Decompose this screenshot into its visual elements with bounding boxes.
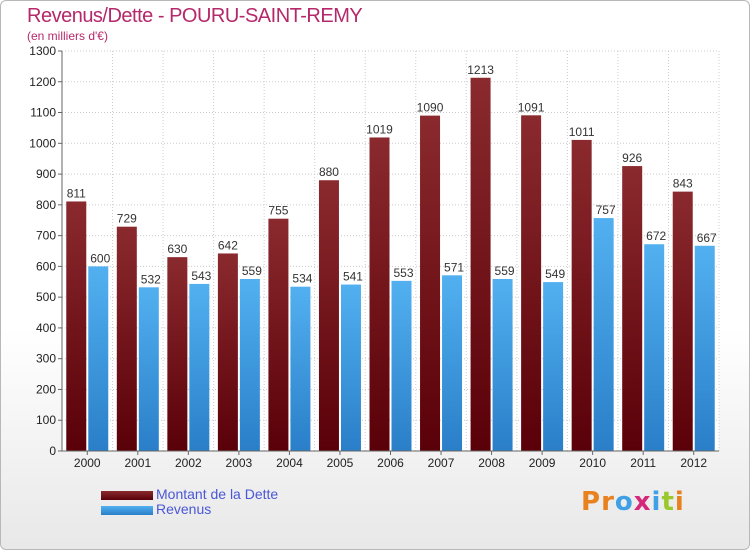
x-tick-label-2000: 2000 [74,456,101,470]
bar-revenus-2009 [543,282,564,451]
logo-letter: i [674,487,685,517]
data-label-revenus-2000: 600 [90,251,110,265]
bar-revenus-2003 [239,279,260,451]
legend-label-dette: Montant de la Dette [156,486,279,502]
data-label-dette-2009: 1091 [518,100,545,114]
x-tick-label-2005: 2005 [327,456,354,470]
y-tick-label: 100 [36,413,56,427]
y-tick-label: 400 [36,321,56,335]
x-tick-label-2012: 2012 [680,456,707,470]
logo-letter: r [601,487,615,517]
data-label-dette-2003: 642 [218,238,238,252]
data-label-revenus-2006: 553 [393,266,413,280]
data-label-dette-2000: 811 [67,186,86,200]
x-tick-label-2004: 2004 [276,456,303,470]
data-label-revenus-2010: 757 [596,203,616,217]
bar-revenus-2006 [391,280,412,451]
bar-dette-2009 [521,115,542,452]
chart-title: Revenus/Dette - POURU-SAINT-REMY [27,5,363,27]
bar-dette-2007 [420,115,441,451]
y-tick-label: 1200 [29,75,56,89]
data-label-revenus-2004: 534 [292,272,312,286]
data-label-dette-2010: 1011 [569,125,595,139]
bar-revenus-2000 [88,266,109,451]
data-label-revenus-2007: 571 [444,260,464,274]
y-tick-label: 1300 [29,44,56,58]
logo-letter: t [661,487,675,517]
bar-revenus-2002 [189,283,210,451]
bar-dette-2003 [217,253,238,451]
legend-swatch-dette [101,491,153,500]
bar-revenus-2005 [340,284,361,451]
data-label-dette-2012: 843 [673,177,693,191]
bar-dette-2012 [672,191,693,451]
bar-revenus-2004 [290,286,311,451]
legend-label-revenus: Revenus [156,501,212,517]
proxiti-logo: Proxiti [581,487,685,517]
legend-swatch-revenus [101,506,153,515]
bar-dette-2006 [369,137,390,451]
bar-revenus-2001 [138,287,159,451]
logo-letter: i [651,487,662,517]
logo-letter: x [633,487,652,517]
data-label-dette-2007: 1090 [417,101,444,115]
y-tick-label: 1000 [29,136,56,150]
bar-dette-2004 [268,218,289,451]
x-tick-label-2009: 2009 [529,456,556,470]
x-tick-label-2011: 2011 [630,456,656,470]
x-tick-label-2001: 2001 [124,456,151,470]
y-tick-label: 200 [36,382,56,396]
data-label-revenus-2002: 543 [191,269,211,283]
data-label-revenus-2005: 541 [343,270,363,284]
data-label-revenus-2012: 667 [697,231,717,245]
y-tick-label: 700 [36,229,56,243]
plot-area [62,51,719,451]
data-label-dette-2004: 755 [268,204,288,218]
data-label-revenus-2001: 532 [141,272,161,286]
x-tick-label-2002: 2002 [175,456,202,470]
bar-revenus-2008 [492,279,513,451]
data-label-dette-2001: 729 [117,212,137,226]
y-tick-label: 0 [49,444,56,458]
bar-dette-2005 [318,180,339,451]
bar-dette-2011 [622,166,643,452]
data-label-dette-2005: 880 [319,165,339,179]
y-tick-label: 300 [36,352,56,366]
x-tick-label-2003: 2003 [226,456,253,470]
x-tick-label-2006: 2006 [377,456,404,470]
bar-dette-2001 [116,226,137,451]
x-tick-label-2010: 2010 [579,456,606,470]
data-label-dette-2008: 1213 [467,63,494,77]
x-tick-label-2007: 2007 [428,456,455,470]
data-label-dette-2006: 1019 [366,122,393,136]
bar-dette-2010 [571,139,592,451]
y-tick-label: 600 [36,259,56,273]
y-tick-label: 800 [36,198,56,212]
chart-subtitle: (en milliers d'€) [27,29,108,43]
y-tick-label: 1100 [30,106,56,120]
x-tick-label-2008: 2008 [478,456,505,470]
data-label-revenus-2009: 549 [545,267,565,281]
data-label-revenus-2008: 559 [495,264,515,278]
data-label-revenus-2011: 672 [646,229,666,243]
y-tick-label: 900 [36,167,56,181]
bar-revenus-2007 [442,275,463,451]
data-label-dette-2011: 926 [622,151,642,165]
bar-dette-2000 [66,201,87,451]
bar-revenus-2011 [644,244,665,451]
bar-revenus-2010 [593,218,614,451]
bar-dette-2002 [167,257,188,451]
data-label-revenus-2003: 559 [242,264,262,278]
logo-letter: P [581,487,602,517]
data-label-dette-2002: 630 [167,242,187,256]
bar-revenus-2012 [694,245,715,451]
y-tick-label: 500 [36,290,56,304]
bar-dette-2008 [470,77,491,452]
logo-letter: o [614,487,634,517]
